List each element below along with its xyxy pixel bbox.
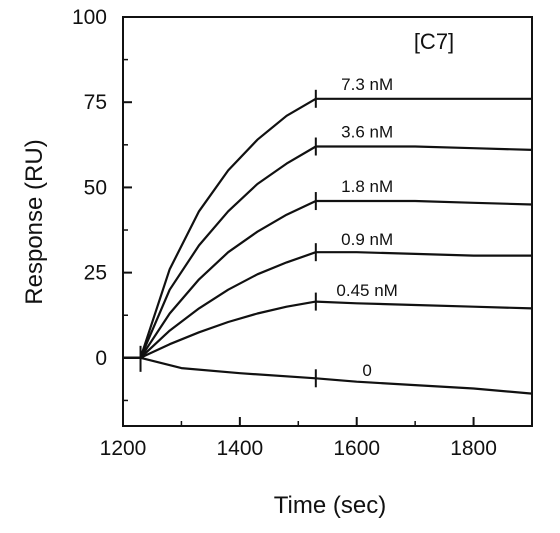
axes: 1200 1400 1600 1800 0 25 50 75 100 [72,6,533,460]
y-tick-label: 50 [84,176,107,199]
series-line-4 [123,300,533,359]
legend-title: [C7] [414,29,454,54]
x-tick-label: 1200 [100,437,147,460]
x-tick-label: 1800 [450,437,497,460]
series-line-0 [123,97,532,359]
y-tick-label: 0 [95,347,107,370]
series-label: 1.8 nM [341,177,393,196]
series-line-2 [123,199,533,359]
series-label: 3.6 nM [341,123,393,142]
series-label: 0.9 nM [341,230,393,249]
series-label: 7.3 nM [341,75,393,94]
x-axis-title: Time (sec) [274,492,386,519]
y-tick-label: 25 [84,262,107,285]
y-tick-label: 75 [84,91,107,114]
series-line-1 [123,145,533,359]
series-line-3 [123,251,532,359]
series-label: 0.45 nM [336,281,397,300]
labels-group: 7.3 nM 3.6 nM 1.8 nM 0.9 nM 0.45 nM 0 [336,75,397,380]
series-label: 0 [362,361,371,380]
series-line-5 [123,356,533,395]
x-tick-label: 1400 [216,437,263,460]
series-group [123,89,533,395]
y-tick-label: 100 [72,6,107,29]
plot-frame [122,16,533,427]
y-axis-title: Response (RU) [21,139,48,304]
x-tick-label: 1600 [333,437,380,460]
